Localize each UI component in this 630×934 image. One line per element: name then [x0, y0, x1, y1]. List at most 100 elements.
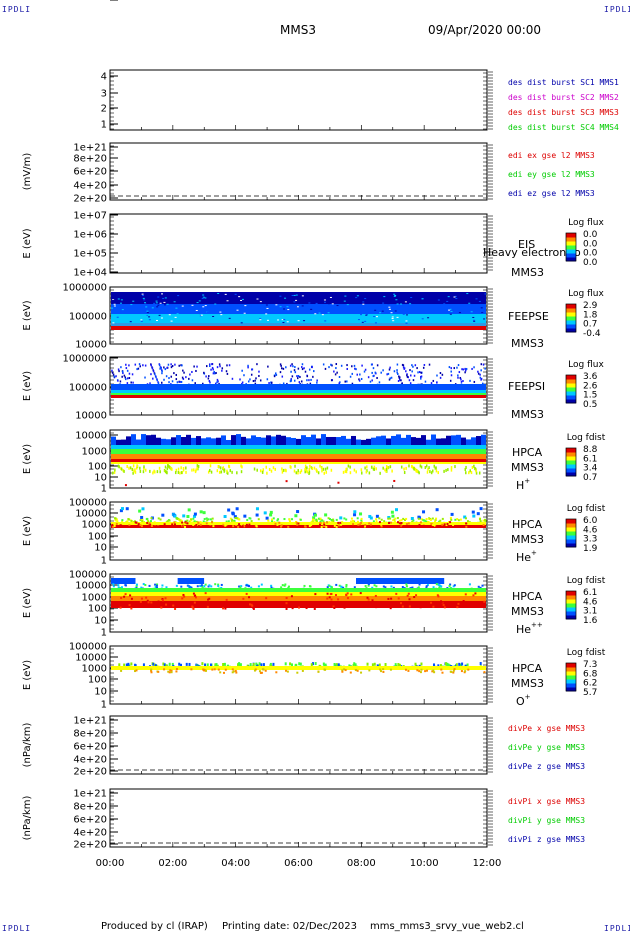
- spectrogram-pixel: [448, 664, 451, 668]
- spectrogram-pixel: [161, 513, 165, 517]
- spectrogram-pixel: [171, 380, 174, 383]
- spectrogram-pixel: [177, 470, 180, 474]
- spectrogram-pixel: [456, 366, 458, 369]
- spectrogram-pixel: [167, 670, 170, 673]
- spectrogram-pixel: [255, 507, 259, 511]
- spectrogram-pixel: [243, 525, 246, 528]
- spectrogram-pixel: [168, 671, 171, 674]
- spectrogram-pixel: [454, 465, 456, 469]
- panel-frame: [109, 788, 488, 848]
- spectrogram-pixel: [291, 518, 294, 521]
- spectrogram-pixel: [371, 371, 373, 374]
- spectrogram-pixel: [259, 379, 262, 382]
- spectrogram-band: [111, 323, 486, 326]
- spectrogram-pixel: [146, 314, 149, 316]
- spectrogram-pixel: [117, 464, 120, 468]
- spectrogram-pixel: [418, 523, 421, 526]
- spectrogram-pixel: [245, 592, 248, 595]
- spectrogram-pixel: [321, 469, 323, 473]
- spectrogram-pixel: [291, 294, 294, 296]
- spectrogram-pixel: [162, 662, 165, 666]
- spectrogram-pixel: [334, 373, 337, 376]
- spectrogram-pixel: [479, 507, 483, 511]
- colorbar-swatch: [566, 595, 576, 600]
- spectrogram-pixel: [449, 583, 452, 586]
- spectrogram-pixel: [143, 466, 145, 470]
- colorbar-tick: 0.0: [583, 249, 598, 259]
- species-label: H+: [516, 477, 530, 492]
- colorbar-frame: [565, 662, 577, 692]
- spectrogram-pixel: [214, 372, 216, 375]
- spectrogram-pixel: [394, 310, 397, 312]
- spectrogram-pixel: [461, 368, 463, 371]
- spectrogram-pixel: [418, 371, 421, 374]
- spectrogram-pixel: [174, 363, 176, 366]
- spectrogram-pixel: [394, 663, 397, 667]
- spectrogram-pixel: [200, 584, 203, 587]
- spectrogram-pixel: [419, 606, 422, 609]
- y-tick-label: 1000000: [62, 283, 107, 294]
- spectrogram-pixel: [163, 663, 166, 667]
- spectrogram-pixel: [395, 592, 398, 595]
- spectrogram-pixel: [265, 313, 268, 315]
- spectrogram-pixel: [439, 372, 442, 375]
- spectrogram-pixel: [405, 585, 408, 588]
- spectrogram-pixel: [147, 314, 150, 316]
- spectrogram-pixel: [253, 467, 256, 471]
- colorbar-swatch: [566, 615, 576, 620]
- spectrogram-pixel: [204, 663, 207, 667]
- spectrogram-pixel: [265, 516, 269, 520]
- spectrogram-pixel: [188, 662, 191, 666]
- spectrogram-pixel: [430, 471, 433, 475]
- colorbar-swatch: [566, 611, 576, 616]
- spectrogram-pixel: [395, 508, 399, 512]
- spectrogram-pixel: [224, 524, 227, 527]
- spectrogram-pixel: [252, 607, 255, 610]
- colorbar-swatch: [566, 663, 576, 668]
- colorbar-tick: 7.3: [583, 660, 597, 670]
- spectrogram-pixel: [420, 371, 423, 374]
- spectrogram-band: [111, 445, 486, 449]
- spectrogram-pixel: [266, 307, 269, 309]
- spectrogram-pixel: [353, 586, 356, 589]
- y-tick-label: 10: [94, 687, 107, 698]
- spectrogram-pixel: [140, 319, 143, 321]
- spectrogram-pixel: [360, 468, 363, 472]
- colorbar-swatch: [566, 320, 576, 325]
- spectrogram-pixel: [190, 668, 193, 671]
- spectrogram-pixel: [130, 607, 133, 610]
- spectrogram-pixel: [418, 471, 420, 475]
- colorbar-swatch: [566, 383, 576, 388]
- spectrogram-pixel: [128, 523, 131, 526]
- spectrogram-pixel: [168, 662, 171, 666]
- x-tick-label: 10:00: [410, 858, 439, 869]
- colorbar-tick: 3.6: [583, 372, 598, 382]
- spectrogram-pixel: [245, 584, 248, 587]
- spectrogram-pixel: [449, 313, 452, 315]
- spectrogram-pixel: [151, 367, 154, 370]
- spectrogram-pixel: [239, 586, 242, 589]
- spectrogram-pixel: [339, 516, 343, 520]
- spectrogram-pixel: [449, 521, 452, 524]
- spectrogram-pixel: [200, 314, 203, 316]
- spectrogram-pixel: [321, 519, 324, 522]
- spectrogram-pixel: [281, 375, 284, 378]
- spectrogram-pixel: [285, 480, 288, 483]
- spectrogram-pixel: [327, 517, 330, 520]
- spectrogram-pixel: [160, 367, 162, 370]
- spectrogram-pixel: [149, 469, 151, 473]
- spectrogram-pixel: [175, 373, 178, 376]
- spectrogram-pixel: [199, 523, 202, 526]
- spectrogram-pixel: [389, 465, 392, 469]
- spectrogram-pixel: [233, 519, 236, 522]
- spectrogram-pixel: [360, 671, 363, 674]
- spectrogram-pixel: [448, 520, 451, 523]
- spectrogram-pixel: [207, 518, 210, 521]
- spectrogram-pixel: [371, 379, 373, 382]
- colorbar-swatch: [566, 539, 576, 544]
- spectrogram-pixel: [417, 586, 420, 589]
- spectrogram-pixel: [220, 470, 223, 474]
- spectrogram-pixel: [182, 593, 185, 596]
- spectrogram-pixel: [434, 306, 437, 308]
- spectrogram-pixel: [393, 520, 396, 523]
